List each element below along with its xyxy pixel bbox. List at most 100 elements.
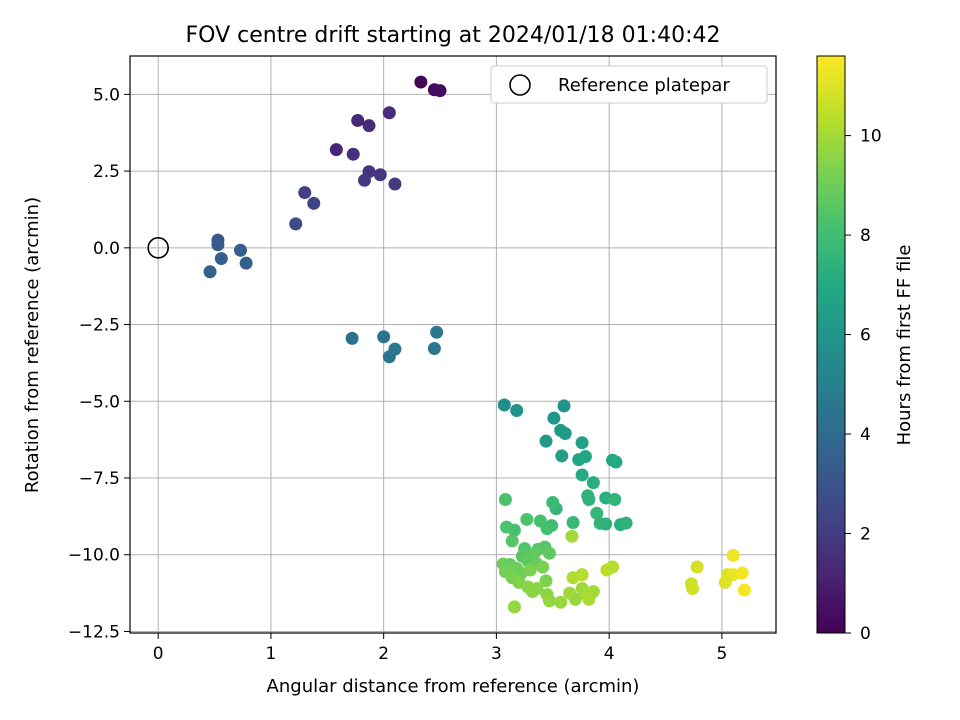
scatter-point [498, 492, 512, 506]
scatter-point [329, 143, 343, 157]
scatter-point [568, 592, 582, 606]
scatter-point [507, 600, 521, 614]
x-tick-label: 5 [716, 644, 727, 664]
scatter-point [203, 265, 217, 279]
colorbar-tick-label: 8 [860, 226, 871, 246]
scatter-point [590, 506, 604, 520]
x-tick-label: 1 [266, 644, 277, 664]
chart-title: FOV centre drift starting at 2024/01/18 … [186, 23, 721, 48]
scatter-point [357, 173, 371, 187]
y-tick-label: −2.5 [79, 316, 120, 336]
scatter-point [239, 256, 253, 270]
scatter-point [555, 449, 569, 463]
y-tick-label: −12.5 [68, 622, 120, 642]
scatter-point [546, 496, 560, 510]
scatter-point [289, 217, 303, 231]
colorbar-tick-label: 10 [860, 127, 882, 147]
reference-platepar-marker [147, 237, 169, 259]
plot-area: 0 1 2 3 4 5 5.0 2.5 0.0 −2.5 −5.0 −7.5 −10.0 −12.5 [68, 55, 777, 664]
y-tick-label: −10.0 [68, 546, 120, 566]
scatter-point [565, 529, 579, 543]
scatter-point [608, 492, 622, 506]
colorbar: 0 2 4 6 8 10 Hours from first FF file [816, 55, 915, 644]
x-tick-label: 3 [491, 644, 502, 664]
colorbar-label: Hours from first FF file [894, 245, 915, 446]
scatter-point [735, 566, 749, 580]
colorbar-tick-label: 4 [860, 425, 871, 445]
legend-marker [509, 74, 531, 96]
scatter-point [345, 331, 359, 345]
plot-background [130, 56, 776, 633]
scatter-point [609, 455, 623, 469]
scatter-point [382, 106, 396, 120]
scatter-point [530, 581, 544, 595]
scatter-point [558, 427, 572, 441]
scatter-point [362, 119, 376, 133]
scatter-point [351, 113, 365, 127]
scatter-point [539, 574, 553, 588]
scatter-point [540, 522, 554, 536]
colorbar-ticks: 0 2 4 6 8 10 [845, 127, 882, 644]
scatter-point [430, 325, 444, 339]
scatter-point [586, 585, 600, 599]
scatter-point [233, 243, 247, 257]
y-tick-label: −5.0 [79, 392, 120, 412]
scatter-point [575, 568, 589, 582]
scatter-point [298, 186, 312, 200]
scatter-point [388, 177, 402, 191]
scatter-point [737, 583, 751, 597]
scatter-point [566, 516, 580, 530]
scatter-point [547, 411, 561, 425]
scatter-point [346, 147, 360, 161]
scatter-point [523, 563, 537, 577]
x-axis-label: Angular distance from reference (arcmin) [267, 676, 640, 697]
y-axis-label: Rotation from reference (arcmin) [22, 197, 43, 493]
scatter-point [619, 516, 633, 530]
y-tick-label: 5.0 [93, 85, 120, 105]
colorbar-tick-label: 2 [860, 525, 871, 545]
colorbar-gradient [816, 55, 846, 634]
scatter-point [433, 84, 447, 98]
plot-frame [129, 55, 777, 634]
legend-entry-reference-platepar: Reference platepar [558, 75, 730, 96]
colorbar-tick-label: 6 [860, 326, 871, 346]
scatter-point [510, 403, 524, 417]
x-axis-ticks: 0 1 2 3 4 5 [153, 633, 727, 664]
scatter-point [690, 560, 704, 574]
scatter-point [575, 468, 589, 482]
scatter-point [507, 523, 521, 537]
scatter-point [586, 476, 600, 490]
y-tick-label: −7.5 [79, 469, 120, 489]
scatter-point [726, 548, 740, 562]
y-axis-ticks: 5.0 2.5 0.0 −2.5 −5.0 −7.5 −10.0 −12.5 [68, 85, 130, 642]
data-points [203, 75, 751, 614]
scatter-point [542, 546, 556, 560]
scatter-point [686, 581, 700, 595]
scatter-point [505, 534, 519, 548]
grid [130, 56, 776, 633]
scatter-point [599, 517, 613, 531]
scatter-point [542, 594, 556, 608]
x-tick-label: 0 [153, 644, 164, 664]
x-tick-label: 2 [378, 644, 389, 664]
scatter-point [211, 238, 225, 252]
scatter-point [554, 595, 568, 609]
scatter-point [557, 399, 571, 413]
x-tick-label: 4 [604, 644, 615, 664]
scatter-point [373, 168, 387, 182]
legend: Reference platepar [490, 65, 768, 104]
legend-box [490, 65, 768, 104]
scatter-point [497, 398, 511, 412]
scatter-point [582, 492, 596, 506]
colorbar-tick-label: 0 [860, 624, 871, 644]
scatter-point [427, 341, 441, 355]
scatter-point [539, 434, 553, 448]
scatter-point [382, 350, 396, 364]
scatter-point [578, 450, 592, 464]
scatter-point [414, 75, 428, 89]
y-tick-label: 2.5 [93, 162, 120, 182]
scatter-point [214, 252, 228, 266]
y-tick-label: 0.0 [93, 239, 120, 259]
scatter-point [377, 330, 391, 344]
